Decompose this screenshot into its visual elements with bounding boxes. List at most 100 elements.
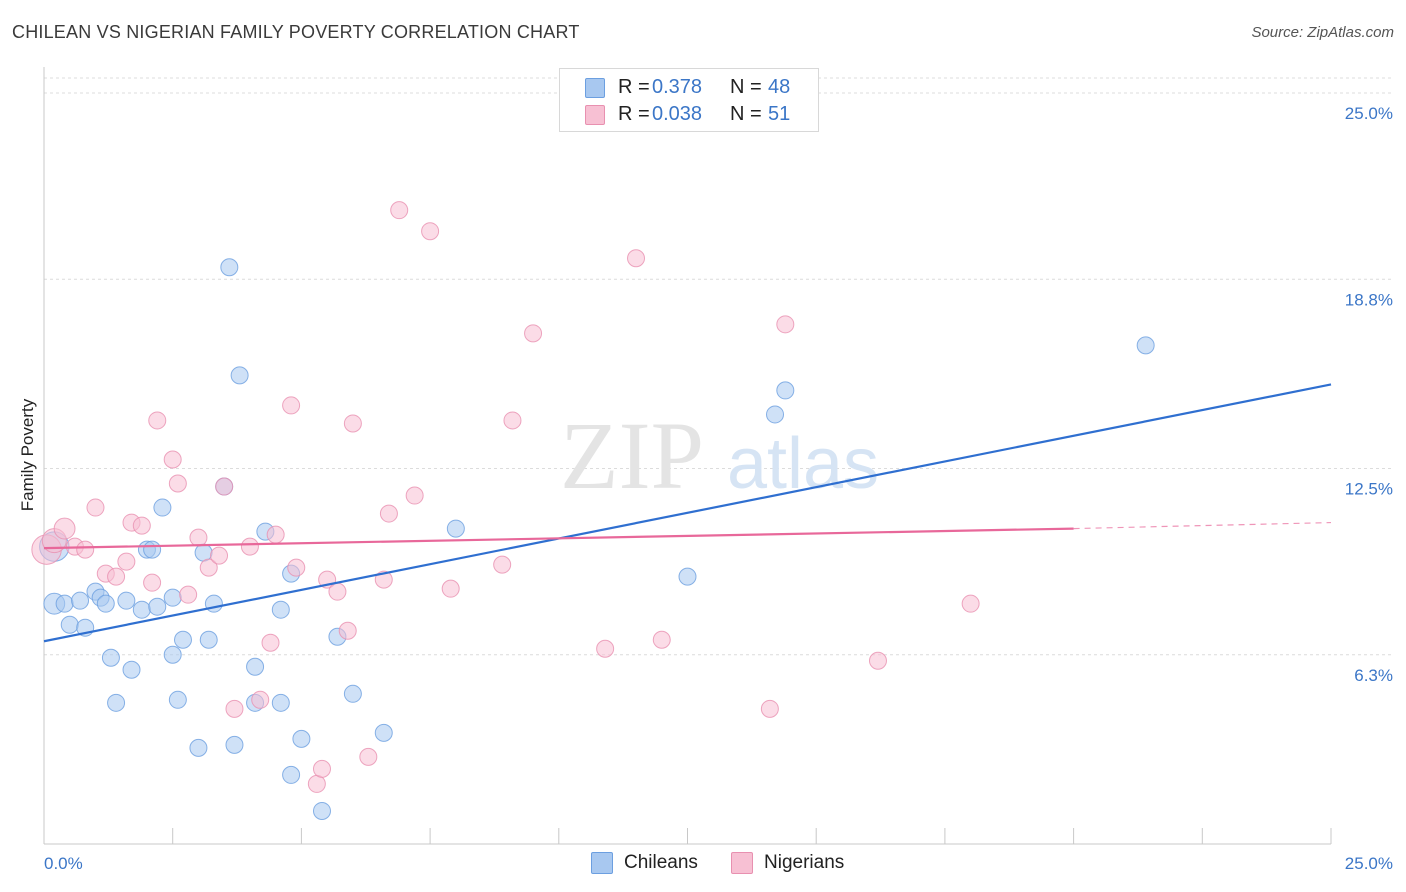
- legend-row-nigerians: R = 0.038 N = 51: [585, 101, 826, 127]
- nigerians-point: [261, 633, 280, 652]
- nigerians-point: [312, 759, 331, 778]
- trend-lines: [43, 383, 1332, 643]
- chileans-point: [143, 540, 162, 559]
- chileans-point: [132, 600, 151, 619]
- chileans-point: [71, 591, 90, 610]
- chileans-point: [153, 498, 172, 517]
- nigerians-point: [287, 558, 306, 577]
- nigerians-point: [168, 474, 187, 493]
- nigerians-point: [405, 486, 424, 505]
- nigerians-point: [199, 558, 218, 577]
- nigerians-point: [868, 651, 887, 670]
- chileans-point: [148, 597, 167, 616]
- n-value: 51: [768, 102, 791, 125]
- nigerians-point: [307, 774, 326, 793]
- nigerians-legend-label: Nigerians: [764, 852, 845, 873]
- chileans-point: [220, 258, 239, 277]
- nigerians-point: [338, 621, 357, 640]
- legend-item-nigerians: Nigerians: [731, 852, 844, 874]
- n-label: N =: [730, 75, 762, 98]
- nigerians-point: [179, 585, 198, 604]
- nigerians-point: [225, 699, 244, 718]
- nigerians-point: [132, 516, 151, 535]
- nigerians-point: [961, 594, 980, 613]
- nigerians-point: [117, 552, 136, 571]
- data-points: [31, 201, 1155, 820]
- axes: [43, 67, 1332, 845]
- chileans-point: [766, 405, 785, 424]
- nigerians-point: [390, 201, 409, 220]
- chileans-point: [101, 648, 120, 667]
- nigerians-point: [760, 699, 779, 718]
- nigerians-point: [359, 747, 378, 766]
- r-value: 0.378: [652, 75, 703, 98]
- nigerians-point: [210, 546, 229, 565]
- chileans-point: [312, 801, 331, 820]
- n-value: 48: [768, 75, 791, 98]
- chileans-point: [189, 738, 208, 757]
- x-tick-label-max: 25.0%: [1345, 854, 1393, 873]
- nigerians-point: [328, 582, 347, 601]
- chileans-point: [163, 588, 182, 607]
- x-tick-label-min: 0.0%: [44, 854, 83, 873]
- nigerians-point: [421, 222, 440, 241]
- chileans-point: [163, 645, 182, 664]
- nigerians-point: [163, 450, 182, 469]
- r-label: R =: [618, 102, 650, 125]
- chileans-trend-line: [43, 383, 1332, 643]
- nigerians-trend-extension: [1073, 521, 1332, 530]
- chileans-point: [60, 615, 79, 634]
- nigerians-point: [776, 315, 795, 334]
- chileans-point: [230, 366, 249, 385]
- n-label: N =: [730, 102, 762, 125]
- chileans-point: [343, 684, 362, 703]
- chileans-point: [271, 600, 290, 619]
- nigerians-point: [503, 411, 522, 430]
- chileans-point: [199, 630, 218, 649]
- chileans-point: [678, 567, 697, 586]
- nigerians-point: [282, 396, 301, 415]
- r-value: 0.038: [652, 102, 703, 125]
- nigerians-point: [189, 528, 208, 547]
- nigerians-swatch: [585, 105, 605, 125]
- chileans-point: [194, 543, 213, 562]
- chileans-point: [173, 630, 192, 649]
- nigerians-point: [266, 525, 285, 544]
- nigerians-point: [374, 570, 393, 589]
- chileans-point: [446, 519, 465, 538]
- r-label: R =: [618, 75, 650, 98]
- watermark-atlas: atlas: [727, 424, 879, 504]
- legend-item-chileans: Chileans: [591, 852, 698, 874]
- chileans-point: [96, 594, 115, 613]
- tick-labels: 6.3% 12.5% 18.8% 25.0% 0.0% 25.0%: [44, 104, 1393, 873]
- gridlines: [44, 77, 1392, 656]
- chileans-point: [271, 693, 290, 712]
- chileans-point: [117, 591, 136, 610]
- chileans-point: [122, 660, 141, 679]
- chileans-point: [374, 723, 393, 742]
- nigerians-point: [493, 555, 512, 574]
- chileans-point: [246, 657, 265, 676]
- series-legend: Chileans Nigerians: [0, 852, 1406, 878]
- chileans-point: [107, 693, 126, 712]
- chileans-point: [168, 690, 187, 709]
- source-label: Source: ZipAtlas.com: [1251, 24, 1394, 41]
- chileans-point: [225, 735, 244, 754]
- watermark: ZIP atlas: [560, 402, 879, 509]
- chileans-swatch: [585, 78, 605, 98]
- y-tick-label: 6.3%: [1354, 666, 1393, 685]
- nigerians-point: [215, 477, 234, 496]
- chileans-point: [292, 729, 311, 748]
- nigerians-point: [343, 414, 362, 433]
- nigerians-point: [441, 579, 460, 598]
- nigerians-point: [652, 630, 671, 649]
- nigerians-point: [379, 504, 398, 523]
- nigerians-point: [107, 567, 126, 586]
- nigerians-point: [596, 639, 615, 658]
- nigerians-point: [86, 498, 105, 517]
- nigerians-point: [524, 324, 543, 343]
- nigerians-point: [251, 690, 270, 709]
- chileans-point: [1136, 336, 1155, 355]
- chileans-point: [55, 594, 74, 613]
- y-tick-label: 12.5%: [1345, 480, 1393, 499]
